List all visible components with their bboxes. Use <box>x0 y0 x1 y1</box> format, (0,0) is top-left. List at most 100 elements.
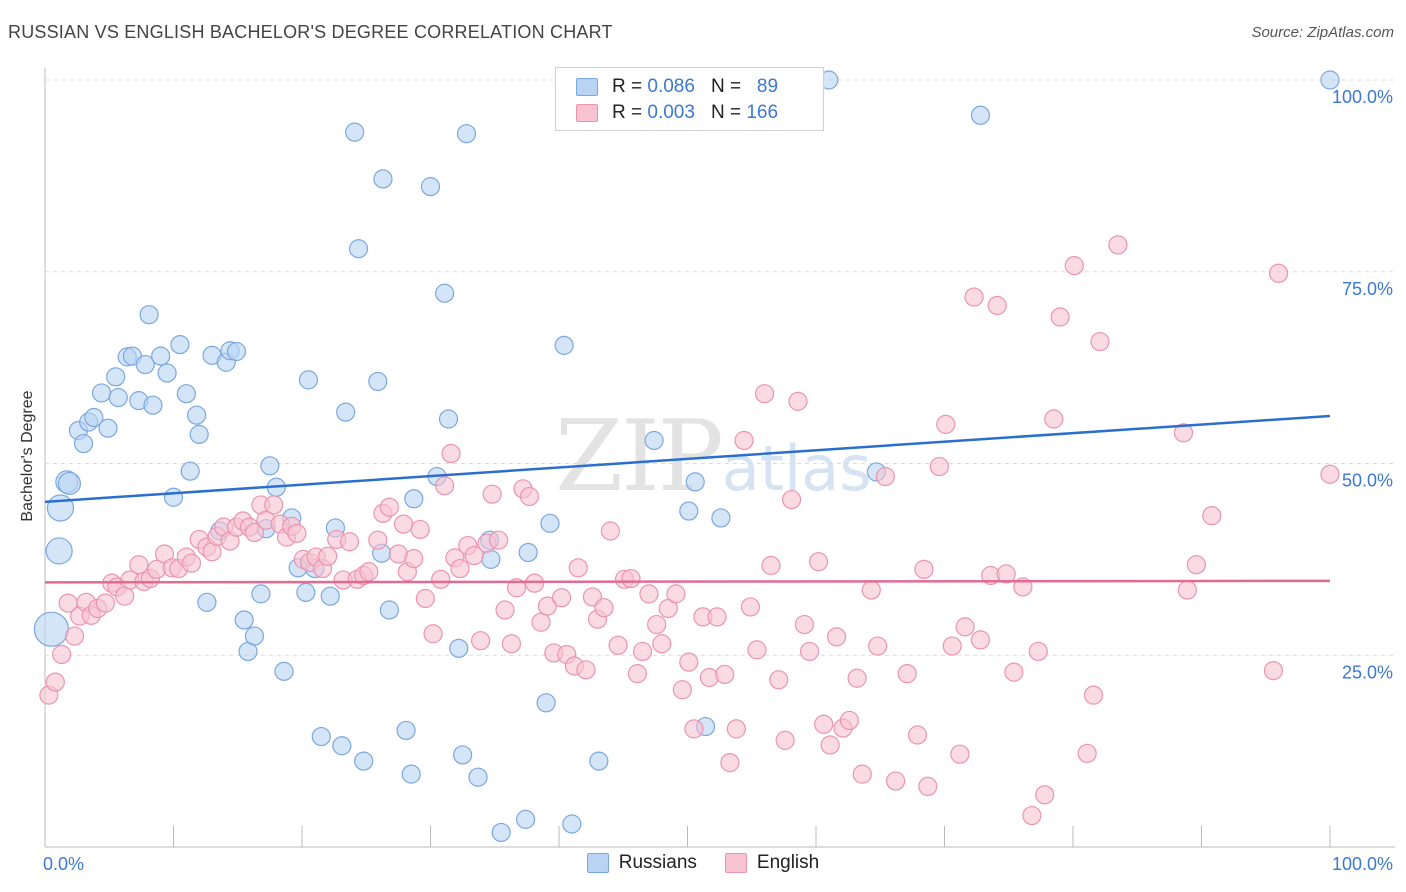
english-point <box>537 596 558 616</box>
english-point <box>707 607 727 627</box>
english-point <box>404 549 424 569</box>
russians-point <box>348 239 369 259</box>
russians-point <box>98 418 118 438</box>
russians-point <box>57 471 82 496</box>
russians-point <box>106 367 126 387</box>
english-point <box>814 714 834 734</box>
english-point <box>684 719 704 739</box>
english-point <box>181 553 202 573</box>
russians-point <box>354 751 374 771</box>
english-r-value: 0.003 <box>647 102 695 123</box>
english-point <box>1004 662 1024 682</box>
english-point <box>524 573 545 593</box>
english-point <box>95 593 115 613</box>
english-point <box>244 522 265 543</box>
russians-point <box>135 354 155 375</box>
english-point <box>621 568 641 589</box>
english-n-value: 166 <box>746 102 779 123</box>
russians-point <box>438 409 459 429</box>
russians-point <box>298 370 319 390</box>
russians-point <box>404 489 424 509</box>
russians-point <box>157 363 177 383</box>
english-point <box>1268 263 1289 283</box>
russians-point <box>468 767 488 787</box>
russians-point <box>251 584 271 604</box>
russians-point <box>456 124 477 144</box>
english-point <box>1044 409 1064 429</box>
russians-trend-line <box>44 414 1331 504</box>
english-point <box>970 630 991 650</box>
english-point <box>1022 805 1042 826</box>
stats-legend: R = 0.086 N = 89 R = 0.003 N = 166 <box>555 67 824 131</box>
russians-point <box>345 122 365 142</box>
russians-r-label: R = <box>612 76 643 97</box>
watermark-zip: ZIP <box>555 400 724 514</box>
x-tick-label-left: 0.0% <box>43 854 84 874</box>
english-point <box>1077 743 1097 764</box>
russians-point <box>311 726 331 747</box>
english-trend-line <box>44 579 1331 584</box>
english-point <box>955 617 975 637</box>
english-point <box>368 530 388 550</box>
english-point <box>632 641 653 662</box>
english-point <box>1035 785 1055 805</box>
legend-row-russians: R = 0.086 N = 89 <box>576 75 778 99</box>
legend-row-english: R = 0.003 N = 166 <box>576 101 778 125</box>
english-point <box>519 486 540 507</box>
english-r-label: R = <box>612 102 643 123</box>
english-point <box>531 612 551 632</box>
russians-point <box>536 693 556 713</box>
russians-point <box>401 764 421 784</box>
english-n-label: N = <box>710 102 742 123</box>
russians-point <box>143 395 163 415</box>
english-point <box>359 562 379 582</box>
russians-point <box>1320 70 1340 90</box>
english-point <box>594 598 614 618</box>
russians-point <box>163 487 184 507</box>
y-tick-label: 100.0% <box>1332 87 1393 107</box>
russians-point <box>45 537 73 565</box>
y-tick-label: 25.0% <box>1342 662 1393 682</box>
english-legend-label: English <box>756 852 820 873</box>
english-point <box>826 627 847 647</box>
english-point <box>318 546 338 566</box>
russians-point <box>73 433 94 454</box>
english-point <box>808 552 829 572</box>
russians-point <box>589 751 609 771</box>
chart-title: RUSSIAN VS ENGLISH BACHELOR'S DEGREE COR… <box>8 22 613 42</box>
russians-point <box>970 105 991 125</box>
russians-point <box>180 461 200 481</box>
english-point <box>471 631 491 651</box>
russians-point <box>170 335 190 355</box>
russians-point <box>379 600 399 620</box>
english-point <box>1064 256 1084 276</box>
english-point <box>747 640 767 660</box>
russians-point <box>562 814 582 834</box>
english-point <box>495 600 515 620</box>
russians-point <box>373 169 393 189</box>
english-point <box>115 586 135 606</box>
english-point <box>450 558 470 579</box>
english-point <box>64 626 85 646</box>
english-point <box>423 624 443 644</box>
english-point <box>987 295 1007 316</box>
english-point <box>820 735 840 755</box>
english-point <box>1320 464 1340 484</box>
english-point <box>415 588 435 609</box>
english-point <box>1090 331 1110 352</box>
english-point <box>441 443 461 464</box>
english-point <box>627 664 647 684</box>
english-point <box>715 664 735 685</box>
english-point <box>868 636 888 656</box>
english-point <box>788 391 808 411</box>
english-point <box>435 476 455 496</box>
russians-point <box>435 283 455 303</box>
english-point <box>1050 307 1070 327</box>
russians-point <box>396 720 416 741</box>
english-point <box>964 287 984 307</box>
russians-point <box>189 424 209 444</box>
english-point <box>339 532 360 552</box>
russians-point <box>644 430 664 451</box>
russians-point <box>679 501 699 521</box>
english-point <box>1083 685 1104 705</box>
